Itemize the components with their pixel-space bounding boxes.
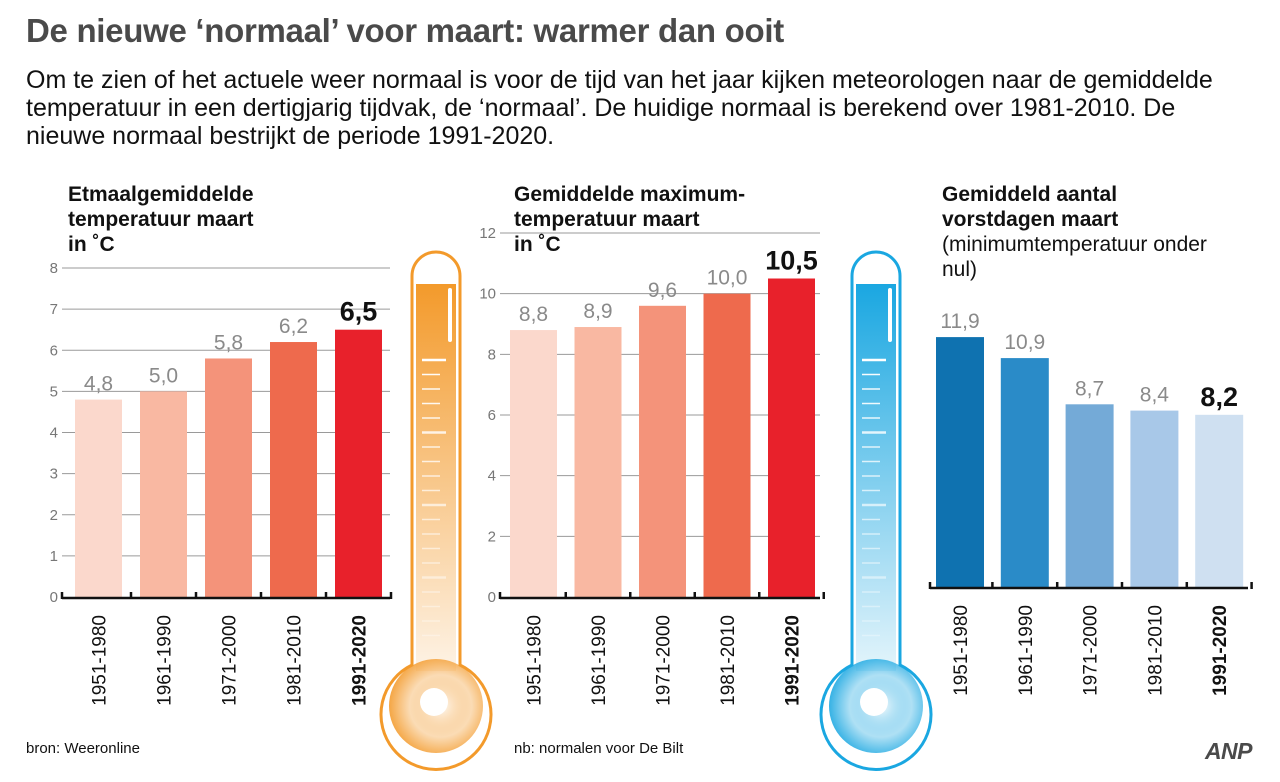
y-tick-label: 2 (50, 507, 58, 524)
category-label: 1951-1980 (951, 605, 972, 696)
category-label: 1991-2020 (783, 615, 804, 706)
chart3-title-block: Gemiddeld aantal vorstdagen maart (minim… (942, 182, 1212, 282)
category-label: 1991-2020 (350, 615, 371, 706)
value-label: 6,2 (279, 315, 308, 338)
intro-text: Om te zien of het actuele weer normaal i… (26, 66, 1213, 150)
category-label: 1981-2010 (718, 615, 739, 706)
bar-1971-2000 (639, 305, 686, 597)
bar-1951-1980 (936, 337, 984, 587)
value-label: 8,4 (1140, 384, 1170, 407)
value-label: 9,6 (648, 279, 677, 302)
bar-1961-1990 (1000, 358, 1049, 587)
value-label: 10,5 (765, 246, 818, 276)
y-tick-label: 6 (488, 407, 496, 424)
footnote: nb: normalen voor De Bilt (514, 740, 684, 757)
value-label: 6,5 (340, 297, 378, 327)
value-label: 5,0 (149, 364, 178, 387)
y-tick-label: 5 (50, 383, 58, 400)
value-label: 4,8 (84, 373, 113, 396)
anp-logo: ANP (1204, 738, 1253, 764)
source-note: bron: Weeronline (26, 740, 140, 757)
y-tick-label: 8 (50, 260, 58, 277)
thermometer-bulb-highlight (420, 688, 448, 716)
bar-1981-2010 (1130, 410, 1179, 587)
y-tick-label: 0 (488, 589, 496, 606)
chart2-title-block: Gemiddelde maximum-temperatuur maart in … (514, 182, 814, 257)
y-tick-label: 4 (50, 425, 58, 442)
bar-1991-2020 (335, 329, 382, 597)
category-label: 1961-1990 (1016, 605, 1037, 696)
chart3-unit: (minimumtemperatuur onder nul) (942, 233, 1207, 281)
chart2-title: Gemiddelde maximum-temperatuur maart (514, 183, 746, 231)
chart1-unit: in ˚C (68, 233, 115, 256)
value-label: 8,8 (519, 303, 548, 326)
thermometer-bulb-highlight (860, 688, 888, 716)
page-title: De nieuwe ‘normaal’ voor maart: warmer d… (26, 12, 784, 49)
thermometer-fill (856, 284, 896, 671)
y-tick-label: 0 (50, 589, 58, 606)
bar-1971-2000 (1065, 404, 1114, 587)
y-tick-label: 10 (479, 286, 496, 303)
category-label: 1981-2010 (1145, 605, 1166, 696)
category-label: 1971-2000 (1081, 605, 1102, 696)
value-label: 10,9 (1004, 331, 1045, 354)
category-label: 1951-1980 (90, 615, 111, 706)
value-label: 11,9 (940, 310, 979, 333)
bar-1951-1980 (75, 399, 122, 597)
chart-etmaal-temperatuur: 0 1 2 3 4 5 6 7 8 4,8 1951-1980 5,0 1961-1990 5,8 1971… (50, 260, 393, 706)
chart1-title-block: Etmaalgemiddelde temperatuur maart in ˚C (68, 182, 318, 257)
chart-maximum-temperatuur: 0 2 4 6 8 10 12 8,8 1951-1980 8,9 1961-1990 9,6 1971… (479, 225, 825, 706)
category-label: 1971-2000 (654, 615, 675, 706)
thermometer-warm-icon (379, 250, 493, 771)
y-tick-label: 3 (50, 466, 58, 483)
bar-1981-2010 (270, 342, 317, 597)
bar-1991-2020 (1195, 414, 1244, 587)
y-tick-label: 4 (488, 468, 496, 485)
bar-1971-2000 (205, 358, 252, 597)
category-label: 1961-1990 (155, 615, 176, 706)
y-tick-label: 1 (50, 548, 58, 565)
bar-1961-1990 (574, 327, 622, 597)
value-label: 8,9 (583, 300, 612, 323)
chart2-unit: in ˚C (514, 233, 561, 256)
y-tick-label: 12 (479, 225, 496, 242)
value-label: 10,0 (707, 267, 748, 290)
y-tick-label: 7 (50, 301, 58, 318)
bar-1991-2020 (768, 278, 815, 597)
bar-1961-1990 (140, 391, 187, 597)
value-label: 8,2 (1200, 382, 1238, 412)
thermometer-cold-icon (819, 250, 933, 771)
y-tick-label: 6 (50, 342, 58, 359)
thermometer-fill (416, 284, 456, 671)
category-label: 1951-1980 (525, 615, 546, 706)
chart1-title: Etmaalgemiddelde temperatuur maart (68, 183, 254, 231)
chart-vorstdagen: 11,9 1951-1980 10,9 1961-1990 8,7 1971-2000 8,… (928, 310, 1253, 696)
y-tick-label: 2 (488, 528, 496, 545)
value-label: 5,8 (214, 331, 243, 354)
chart3-title: Gemiddeld aantal vorstdagen maart (942, 183, 1119, 231)
bar-1981-2010 (703, 293, 751, 597)
y-tick-label: 8 (488, 346, 496, 363)
category-label: 1991-2020 (1210, 605, 1231, 696)
bar-1951-1980 (510, 330, 557, 597)
category-label: 1961-1990 (589, 615, 610, 706)
value-label: 8,7 (1075, 377, 1104, 400)
category-label: 1981-2010 (285, 615, 306, 706)
category-label: 1971-2000 (220, 615, 241, 706)
